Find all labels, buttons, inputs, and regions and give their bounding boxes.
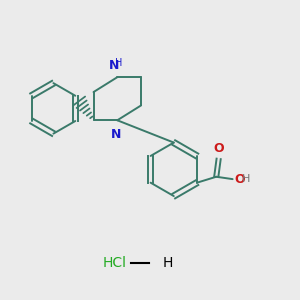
Text: N: N xyxy=(111,128,121,141)
Text: O: O xyxy=(234,172,245,186)
Text: N: N xyxy=(109,59,119,72)
Text: H: H xyxy=(115,58,122,68)
Text: H: H xyxy=(242,174,250,184)
Text: H: H xyxy=(163,256,173,270)
Text: O: O xyxy=(213,142,224,155)
Text: HCl: HCl xyxy=(102,256,126,270)
